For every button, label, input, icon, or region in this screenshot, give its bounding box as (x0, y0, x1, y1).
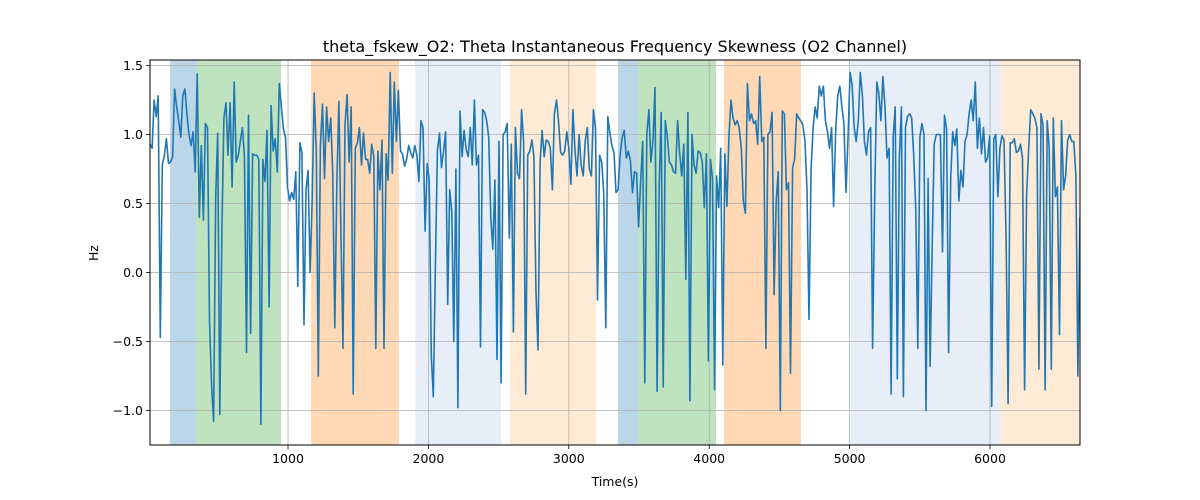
shaded-band (617, 60, 639, 445)
y-tick-label: 0.0 (123, 265, 143, 280)
x-tick-label: 2000 (413, 451, 445, 466)
shaded-band (170, 60, 197, 445)
x-axis: 1000 2000 3000 4000 5000 6000 (272, 445, 1006, 466)
shaded-band (196, 60, 281, 445)
x-axis-label: Time(s) (591, 474, 639, 489)
y-axis-label: Hz (86, 245, 101, 261)
plot-frame (149, 59, 1081, 446)
y-tick-label: −1.0 (113, 403, 143, 418)
y-tick-label: −0.5 (113, 334, 143, 349)
x-tick-label: 1000 (272, 451, 304, 466)
series-line (150, 71, 1080, 426)
series-layer (150, 71, 1080, 426)
chart-title: theta_fskew_O2: Theta Instantaneous Freq… (323, 37, 907, 57)
shaded-bands (170, 60, 1080, 445)
y-tick-label: 1.0 (123, 127, 143, 142)
y-axis: −1.0 −0.5 0.0 0.5 1.0 1.5 (113, 58, 150, 418)
y-tick-label: 1.5 (123, 58, 143, 73)
x-tick-label: 6000 (974, 451, 1006, 466)
shaded-band (723, 60, 802, 445)
x-tick-label: 4000 (693, 451, 725, 466)
x-tick-label: 3000 (553, 451, 585, 466)
y-tick-label: 0.5 (123, 196, 143, 211)
x-tick-label: 5000 (834, 451, 866, 466)
